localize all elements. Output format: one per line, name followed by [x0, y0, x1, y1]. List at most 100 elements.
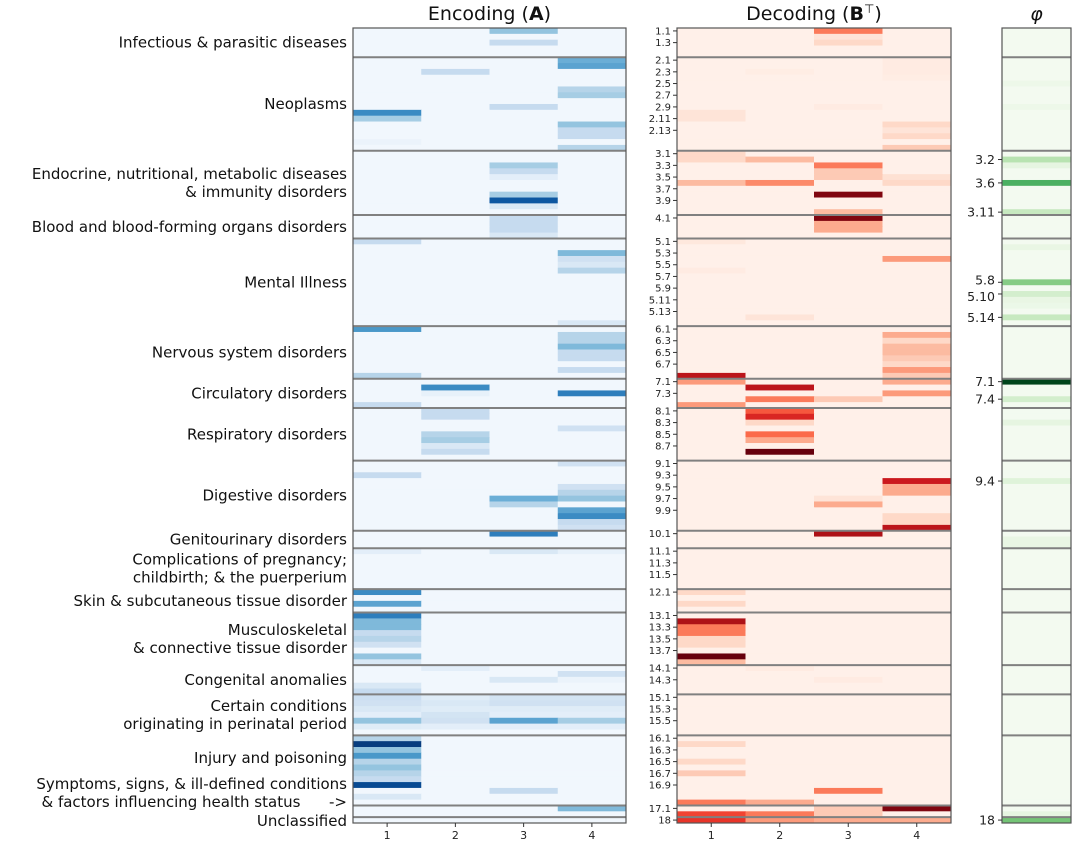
decoding-cell: [677, 378, 746, 386]
encoding-cell: [489, 168, 559, 175]
decoding-tick-label: 9.3: [655, 471, 671, 482]
decoding-cell: [677, 267, 746, 275]
decoding-cell: [745, 68, 815, 76]
phi-cell: [1002, 513, 1071, 520]
phi-cell: [1002, 179, 1071, 187]
decoding-cell: [677, 647, 746, 654]
encoding-cell: [353, 472, 422, 479]
encoding-cell: [557, 244, 627, 251]
decoding-cell: [882, 267, 952, 275]
encoding-cell: [353, 407, 422, 415]
decoding-cell: [745, 33, 815, 41]
phi-cell: [1002, 571, 1071, 578]
phi-cell: [1002, 209, 1071, 216]
encoding-cell: [421, 390, 490, 397]
encoding-cell: [353, 782, 422, 789]
decoding-cell: [677, 548, 746, 555]
encoding-cell: [353, 238, 422, 245]
decoding-cell: [814, 472, 883, 479]
encoding-cell: [353, 343, 422, 351]
encoding-cell: [489, 665, 559, 672]
decoding-cell: [814, 226, 883, 234]
decoding-cell: [677, 659, 746, 666]
decoding-cell: [677, 291, 746, 298]
encoding-cell: [489, 671, 559, 678]
encoding-cell: [421, 51, 490, 58]
encoding-cell: [557, 478, 627, 485]
decoding-cell: [814, 489, 883, 497]
decoding-cell: [814, 39, 883, 47]
decoding-cell: [814, 150, 883, 158]
encoding-cell: [353, 144, 422, 152]
encoding-cell: [353, 308, 422, 315]
decoding-cell: [677, 273, 746, 280]
phi-cell: [1002, 478, 1071, 485]
decoding-cell: [677, 372, 746, 380]
encoding-cell: [421, 782, 490, 789]
decoding-cell: [882, 554, 952, 561]
encoding-cell: [353, 209, 422, 216]
encoding-cell: [489, 454, 559, 462]
phi-cell: [1002, 337, 1071, 345]
decoding-cell: [677, 255, 746, 263]
decoding-cell: [677, 139, 746, 146]
encoding-cell: [489, 466, 559, 473]
decoding-cell: [745, 179, 815, 187]
decoding-cell: [677, 460, 746, 467]
decoding-cell: [745, 431, 815, 438]
encoding-cell: [557, 279, 627, 286]
encoding-cell: [353, 448, 422, 456]
decoding-tick-label: 3.1: [655, 149, 671, 160]
phi-cell: [1002, 349, 1071, 356]
encoding-cell: [557, 694, 627, 701]
encoding-cell: [557, 624, 627, 631]
encoding-cell: [353, 559, 422, 567]
decoding-cell: [745, 51, 815, 58]
decoding-cell: [814, 513, 883, 520]
encoding-cell: [353, 326, 422, 333]
decoding-tick-label: 2.3: [655, 67, 671, 78]
decoding-cell: [882, 209, 952, 216]
decoding-cell: [745, 495, 815, 502]
encoding-cell: [489, 86, 559, 93]
encoding-cell: [353, 466, 422, 473]
decoding-cell: [814, 402, 883, 409]
encoding-cell: [489, 583, 559, 590]
encoding-cell: [421, 285, 490, 292]
encoding-cell: [489, 320, 559, 327]
encoding-cell: [421, 68, 490, 76]
decoding-cell: [814, 694, 883, 701]
decoding-cell: [882, 425, 952, 432]
encoding-cell: [557, 57, 627, 64]
decoding-cell: [745, 115, 815, 123]
decoding-cell: [677, 577, 746, 584]
encoding-cell: [557, 641, 627, 649]
decoding-cell: [745, 565, 815, 573]
encoding-cell: [353, 28, 422, 35]
encoding-cell: [353, 378, 422, 386]
phi-cell: [1002, 86, 1071, 93]
decoding-cell: [814, 63, 883, 70]
encoding-cell: [421, 320, 490, 327]
group-label: Congenital anomalies: [184, 671, 347, 689]
encoding-cell: [489, 711, 559, 719]
encoding-cell: [489, 589, 559, 596]
phi-cell: [1002, 460, 1071, 467]
decoding-cell: [745, 735, 815, 742]
decoding-cell: [882, 624, 952, 631]
encoding-cell: [489, 285, 559, 292]
phi-tick-label: 5.10: [967, 289, 995, 304]
decoding-cell: [745, 618, 815, 625]
encoding-cell: [489, 103, 559, 111]
encoding-cell: [557, 185, 627, 193]
phi-cell: [1002, 314, 1071, 321]
decoding-cell: [882, 326, 952, 333]
decoding-cell: [882, 63, 952, 70]
decoding-cell: [745, 384, 815, 391]
encoding-cell: [353, 425, 422, 432]
encoding-cell: [489, 431, 559, 438]
decoding-tick-label: 16.3: [649, 745, 671, 756]
encoding-cell: [557, 495, 627, 502]
encoding-cell: [489, 799, 559, 806]
decoding-cell: [814, 250, 883, 257]
